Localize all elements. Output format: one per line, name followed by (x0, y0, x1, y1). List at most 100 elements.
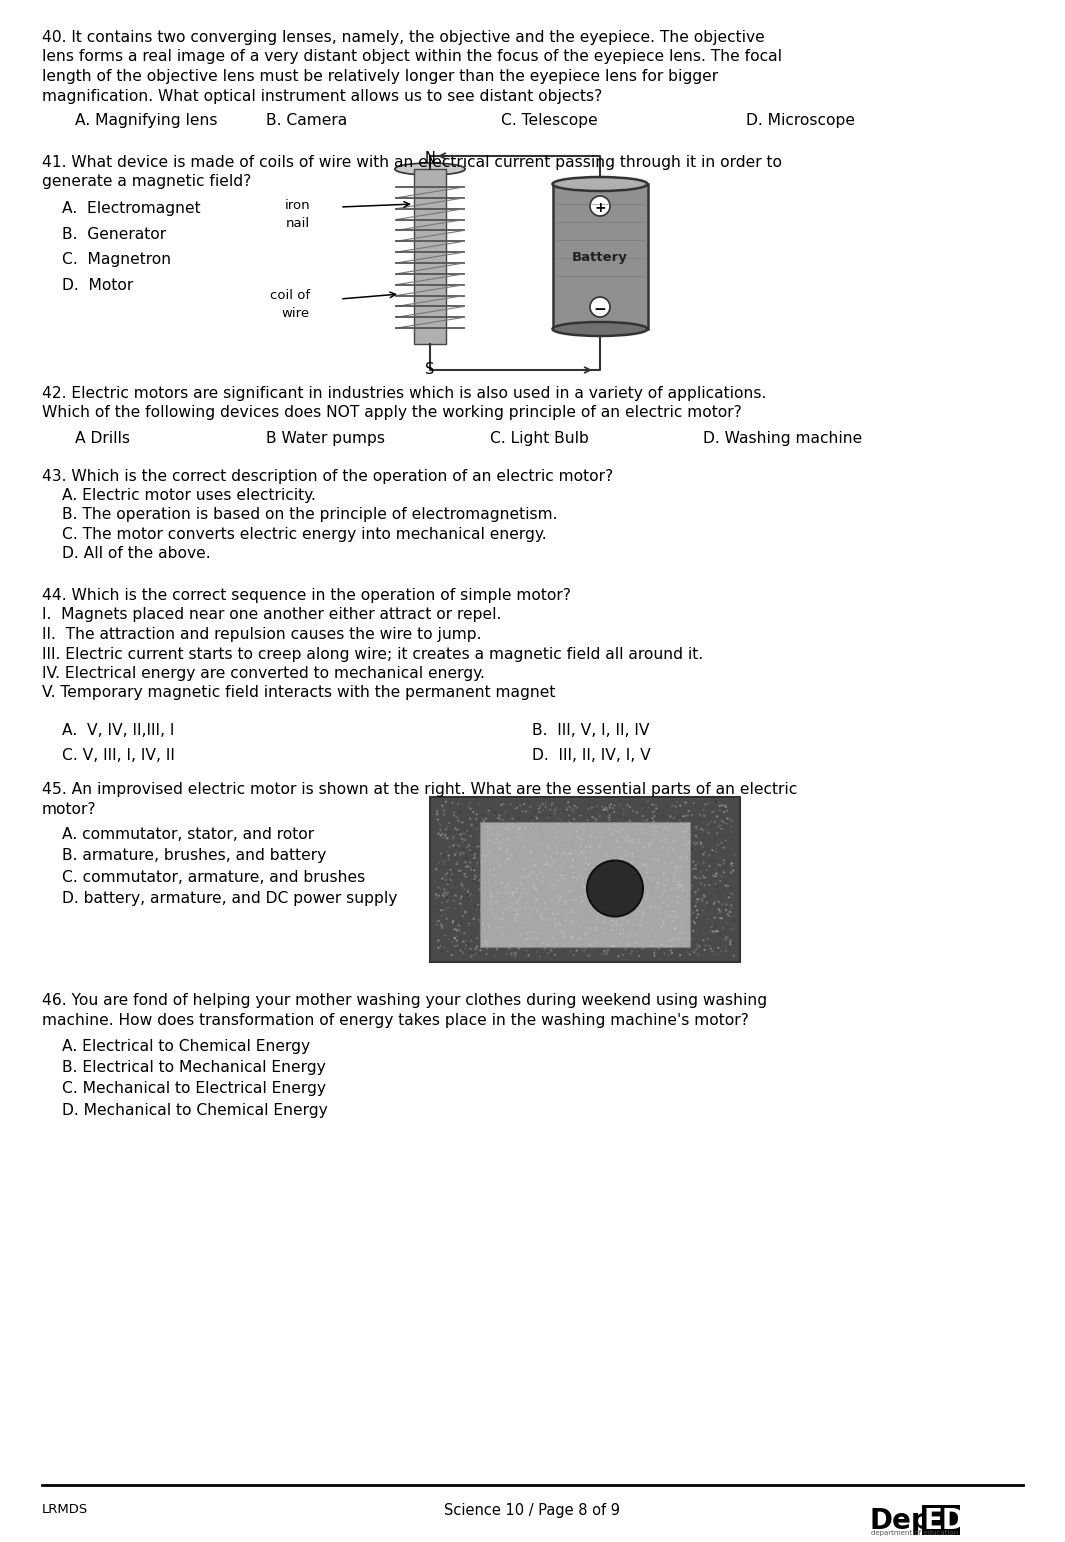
Point (456, 877, 473, 902)
Point (607, 865, 624, 890)
Point (611, 819, 628, 843)
Point (562, 840, 579, 865)
Point (593, 877, 610, 902)
Point (530, 930, 547, 954)
Point (722, 880, 739, 905)
Point (487, 800, 504, 825)
Point (504, 843, 521, 868)
Point (644, 921, 661, 945)
Point (629, 837, 646, 862)
Point (700, 927, 717, 951)
Point (430, 910, 447, 934)
Point (493, 916, 510, 941)
Point (701, 790, 718, 814)
Point (502, 880, 519, 905)
Point (514, 799, 531, 823)
Point (570, 877, 587, 902)
Point (534, 836, 551, 860)
Point (443, 942, 460, 967)
Point (433, 805, 450, 830)
Point (581, 793, 599, 817)
Point (587, 814, 604, 839)
Point (672, 921, 689, 945)
Point (663, 877, 681, 902)
Point (707, 871, 724, 896)
Point (593, 856, 610, 880)
Point (514, 830, 531, 854)
Point (594, 820, 611, 845)
Point (719, 823, 736, 848)
Point (440, 890, 457, 914)
Point (502, 840, 519, 865)
Point (552, 913, 569, 938)
Point (481, 862, 498, 887)
Point (517, 902, 534, 927)
Point (444, 899, 461, 924)
Point (596, 860, 613, 885)
Point (710, 790, 727, 814)
Point (666, 862, 683, 887)
Point (653, 845, 670, 870)
Point (468, 840, 485, 865)
Point (472, 938, 489, 962)
Point (685, 942, 702, 967)
Point (441, 811, 458, 836)
Point (658, 827, 675, 851)
Point (523, 848, 540, 873)
Point (493, 925, 510, 950)
Point (468, 893, 485, 917)
Point (639, 790, 656, 814)
Point (547, 827, 564, 851)
Point (673, 907, 690, 931)
Point (450, 917, 468, 942)
Point (437, 924, 454, 948)
Point (431, 933, 448, 958)
Point (717, 848, 734, 873)
Point (580, 882, 597, 907)
Point (466, 845, 484, 870)
Point (699, 890, 716, 914)
Point (447, 833, 464, 857)
Point (586, 822, 603, 847)
Point (574, 888, 591, 913)
Point (630, 928, 648, 953)
Point (550, 811, 567, 836)
Point (595, 864, 612, 888)
Point (721, 806, 738, 831)
Point (541, 924, 558, 948)
Point (646, 847, 663, 871)
Point (590, 860, 607, 885)
Point (596, 797, 613, 822)
Point (625, 811, 642, 836)
Point (666, 865, 683, 890)
Point (552, 944, 569, 968)
Point (656, 934, 673, 959)
Point (550, 868, 567, 893)
Point (666, 805, 683, 830)
Point (587, 873, 604, 897)
Point (627, 911, 644, 936)
Point (461, 825, 478, 850)
Point (581, 933, 599, 958)
Point (674, 877, 691, 902)
Point (472, 833, 489, 857)
Point (480, 831, 497, 856)
Point (482, 882, 499, 907)
Point (610, 880, 627, 905)
Point (459, 882, 476, 907)
Point (686, 790, 703, 814)
Point (512, 870, 529, 894)
Point (436, 884, 453, 908)
Point (604, 842, 621, 867)
Point (433, 914, 450, 939)
Point (431, 851, 448, 876)
Point (556, 931, 573, 956)
Point (717, 850, 734, 874)
Point (491, 901, 508, 925)
Text: Which of the following devices does NOT apply the working principle of an electr: Which of the following devices does NOT … (42, 406, 742, 421)
Point (491, 830, 508, 854)
Point (620, 806, 637, 831)
Point (441, 834, 458, 859)
Point (584, 944, 601, 968)
Point (530, 802, 547, 827)
